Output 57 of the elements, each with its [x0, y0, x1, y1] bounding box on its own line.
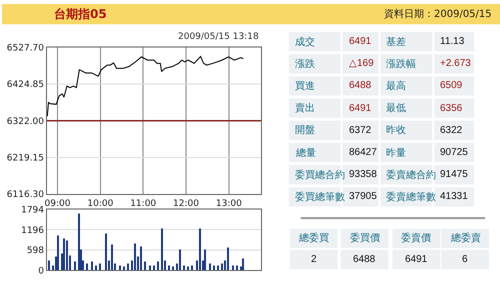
text: 總量	[295, 147, 316, 159]
text: 買進	[295, 80, 315, 92]
text: 6488	[349, 80, 372, 91]
y-tick-label: 6219.15	[6, 153, 44, 164]
text: 委買價	[350, 232, 380, 244]
text: +2.673	[440, 58, 472, 69]
text: 賣出	[295, 102, 315, 114]
y-tick-label: 6322.00	[6, 116, 44, 127]
text: 委賣價	[401, 232, 431, 244]
x-tick-label: 09:00	[44, 198, 71, 209]
text: 6491	[349, 36, 372, 47]
text: 最高	[386, 80, 406, 92]
text: 6372	[349, 125, 372, 136]
text: 委賣總筆數	[386, 191, 436, 203]
text: 漲跌幅	[386, 58, 416, 70]
text: 6356	[440, 103, 463, 114]
x-tick-label: 10:00	[87, 198, 114, 209]
text: 資料日期：2009/05/15	[384, 8, 492, 20]
x-tick-label: 12:00	[173, 198, 200, 209]
text: 委賣總合約	[386, 169, 436, 181]
text: 6488	[353, 254, 376, 265]
y-tick-label: 6424.85	[6, 80, 44, 90]
text: 41331	[440, 191, 468, 202]
text: 台期指05	[54, 7, 107, 21]
text: 昨收	[386, 124, 406, 136]
y-tick-label: 1794	[21, 206, 44, 216]
y-tick-label: 0	[38, 266, 44, 276]
text: 委買總合約	[295, 169, 345, 181]
text: 基差	[386, 36, 406, 48]
text: 37905	[349, 191, 378, 202]
text: 成交	[295, 36, 315, 48]
text: 2009/05/15 13:18	[178, 32, 259, 42]
text: 6491	[405, 254, 428, 265]
text: 91475	[440, 169, 468, 180]
text: △169	[349, 58, 374, 69]
text: 開盤	[295, 124, 315, 136]
text: 總委買	[298, 232, 329, 244]
text: 6322	[440, 125, 463, 136]
text: 93358	[349, 169, 378, 180]
text: 11.13	[440, 36, 465, 47]
text: 昨量	[386, 147, 406, 159]
y-tick-label: 598	[26, 246, 44, 256]
text: 最低	[386, 103, 406, 114]
y-tick-label: 1196	[21, 226, 44, 236]
text: 委買總筆數	[295, 191, 345, 203]
text: 漲跌	[295, 58, 315, 70]
text: 6	[462, 254, 468, 265]
text: 總委賣	[450, 232, 481, 244]
text: 90725	[440, 147, 468, 158]
x-tick-label: 13:00	[216, 198, 242, 209]
text: 6491	[349, 103, 372, 114]
x-tick-label: 11:00	[130, 198, 156, 209]
text: 86427	[349, 147, 378, 158]
text: 6509	[440, 80, 463, 91]
text: 2	[311, 254, 317, 265]
y-tick-label: 6527.70	[6, 44, 44, 54]
y-tick-label: 6116.30	[6, 190, 44, 200]
